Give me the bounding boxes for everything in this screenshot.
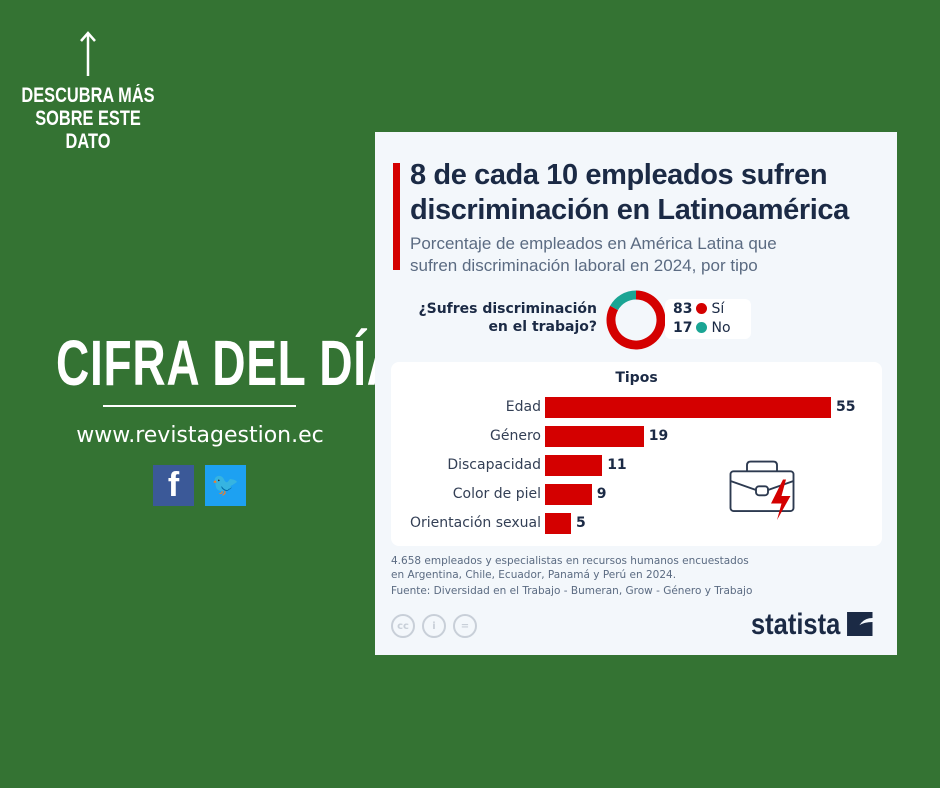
donut-slice-no [610, 290, 637, 311]
title-line: discriminación en Latinoamérica [410, 194, 849, 226]
bar [545, 513, 571, 534]
legend-value: 83 [673, 301, 693, 317]
facebook-icon[interactable]: f [153, 465, 194, 506]
discover-line: SOBRE ESTE [35, 107, 141, 130]
legend-dot [696, 303, 708, 314]
donut-legend: 83 Sí 17 No [665, 299, 751, 339]
survey-note: 4.658 empleados y especialistas en recur… [391, 554, 749, 582]
legend-value: 17 [673, 320, 693, 336]
donut-question: ¿Sufres discriminación en el trabajo? [395, 300, 597, 336]
source-text: Fuente: Diversidad en el Trabajo - Bumer… [391, 585, 753, 597]
discover-line: DATO [65, 130, 111, 153]
bar-chart-panel: Tipos Edad 55 Género 19 Discapacidad 11 Col… [391, 362, 882, 546]
legend-item-si: 83 Sí [673, 300, 743, 319]
bar-value: 9 [596, 486, 607, 502]
bar-label: Discapacidad [447, 457, 541, 473]
note-line: 4.658 empleados y especialistas en recur… [391, 555, 749, 567]
legend-label: Sí [711, 301, 725, 317]
logo-text: statista [751, 608, 841, 641]
legend-label: No [711, 320, 731, 336]
bar-label: Orientación sexual [410, 515, 541, 531]
bar-value: 11 [607, 457, 627, 473]
legend-dot [696, 322, 708, 333]
bar [545, 484, 592, 505]
bar [545, 455, 603, 476]
question-line: en el trabajo? [488, 319, 597, 335]
bar-chart-title: Tipos [615, 370, 658, 386]
subtitle-line: Porcentaje de empleados en América Latin… [410, 234, 777, 253]
note-line: en Argentina, Chile, Ecuador, Panamá y P… [391, 569, 677, 581]
statista-logo[interactable]: statista [751, 608, 873, 642]
question-line: ¿Sufres discriminación [418, 301, 597, 317]
bar-label: Edad [505, 399, 541, 415]
discover-line: DESCUBRA MÁS [21, 84, 155, 107]
bar [545, 426, 644, 447]
attribution-icon[interactable]: i [422, 614, 446, 638]
donut-slice-sí [606, 290, 666, 350]
bar-value: 55 [836, 399, 856, 415]
donut-chart [606, 290, 666, 350]
subtitle-line: sufren discriminación laboral en 2024, p… [410, 256, 758, 275]
briefcase-icon [729, 460, 795, 520]
divider [103, 405, 296, 407]
chart-title: 8 de cada 10 empleados sufren discriminac… [410, 158, 890, 228]
bar-value: 5 [576, 515, 586, 531]
bar [545, 397, 831, 418]
arrow-up-icon [80, 31, 96, 76]
website-link[interactable]: www.revistagestion.ec [76, 423, 324, 448]
noderivs-icon[interactable]: = [453, 614, 477, 638]
infographic-card: 8 de cada 10 empleados sufren discriminac… [375, 132, 897, 655]
chart-subtitle: Porcentaje de empleados en América Latin… [410, 233, 890, 277]
twitter-icon[interactable]: 🐦 [205, 465, 246, 506]
bar-value: 19 [648, 428, 669, 444]
bar-label: Género [490, 428, 541, 444]
cc-icon[interactable]: cc [391, 614, 415, 638]
accent-bar [393, 163, 400, 270]
title-line: 8 de cada 10 empleados sufren [410, 159, 828, 191]
discover-more-link[interactable]: DESCUBRA MÁS SOBRE ESTE DATO [19, 84, 156, 153]
legend-item-no: 17 No [673, 319, 743, 338]
heading: CIFRA DEL DÍA [56, 327, 401, 399]
bar-label: Color de piel [452, 486, 541, 502]
statista-logo-icon [847, 612, 873, 636]
